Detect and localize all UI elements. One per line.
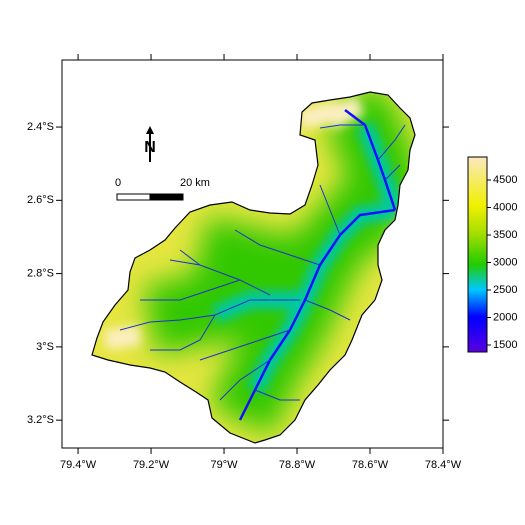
colorbar-label: 4000 xyxy=(493,201,517,213)
x-tick-label: 78.6°W xyxy=(352,459,389,471)
x-tick-label: 79.4°W xyxy=(60,459,97,471)
x-tick-label: 79.2°W xyxy=(133,459,170,471)
x-tick-label: 78.4°W xyxy=(425,459,462,471)
x-tick-label: 78.8°W xyxy=(279,459,316,471)
y-tick-label: 3.2°S xyxy=(27,414,54,426)
colorbar xyxy=(467,156,488,353)
colorbar-label: 2500 xyxy=(493,284,517,296)
y-tick-label: 2.6°S xyxy=(27,194,54,206)
colorbar-label: 1500 xyxy=(493,339,517,351)
scale-label: 0 xyxy=(115,177,121,189)
elevation-surface xyxy=(92,92,415,443)
map-frame xyxy=(61,59,444,449)
colorbar-label: 3000 xyxy=(493,256,517,268)
north-arrow: N xyxy=(144,126,156,162)
y-tick-label: 2.8°S xyxy=(27,268,54,280)
y-tick-label: 3°S xyxy=(36,341,54,353)
colorbar-label: 3500 xyxy=(493,229,517,241)
x-tick-label: 79°W xyxy=(211,459,239,471)
north-label: N xyxy=(144,139,156,156)
rivers xyxy=(119,109,406,421)
y-tick-label: 2.4°S xyxy=(27,121,54,133)
colorbar-label: 2000 xyxy=(493,311,517,323)
colorbar-label: 4500 xyxy=(493,174,517,186)
scale-label: 20 km xyxy=(180,177,210,189)
scale-bar: 0 20 km xyxy=(115,177,210,201)
